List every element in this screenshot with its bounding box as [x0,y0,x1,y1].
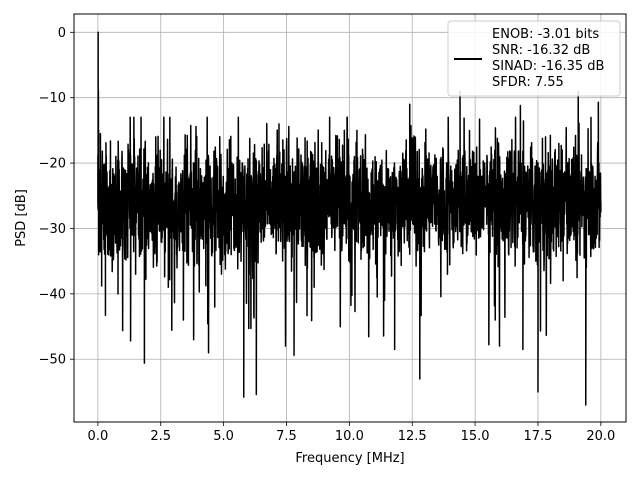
y-axis-label: PSD [dB] [14,189,29,247]
x-tick-label: 7.5 [276,429,297,444]
y-tick-label: 0 [58,26,66,41]
y-tick-label: −50 [39,353,66,368]
legend: ENOB: -3.01 bits SNR: -16.32 dB SINAD: -… [447,20,621,97]
y-tick-label: −20 [39,157,66,172]
legend-line-snr: SNR: -16.32 dB [492,43,590,58]
x-tick-label: 20.0 [586,429,615,444]
y-tick-label: −10 [39,91,66,106]
legend-line-enob: ENOB: -3.01 bits [492,27,599,42]
x-tick-label: 0.0 [88,429,109,444]
legend-box [447,20,621,97]
legend-line-sinad: SINAD: -16.35 dB [492,59,604,74]
psd-series-line [97,31,602,406]
x-tick-label: 5.0 [213,429,234,444]
plot-frame [73,13,627,423]
x-axis: 0.0 2.5 5.0 7.5 10.0 12.5 15.0 17.5 20.0 [88,422,615,444]
legend-line-sfdr: SFDR: 7.55 [492,75,564,90]
y-axis: 0 −10 −20 −30 −40 −50 [39,26,74,368]
y-tick-label: −40 [39,287,66,302]
x-tick-label: 12.5 [398,429,427,444]
x-tick-label: 15.0 [461,429,490,444]
x-axis-label: Frequency [MHz] [295,451,404,466]
x-tick-label: 2.5 [150,429,171,444]
x-tick-label: 10.0 [335,429,364,444]
x-tick-label: 17.5 [524,429,553,444]
y-tick-label: −30 [39,222,66,237]
